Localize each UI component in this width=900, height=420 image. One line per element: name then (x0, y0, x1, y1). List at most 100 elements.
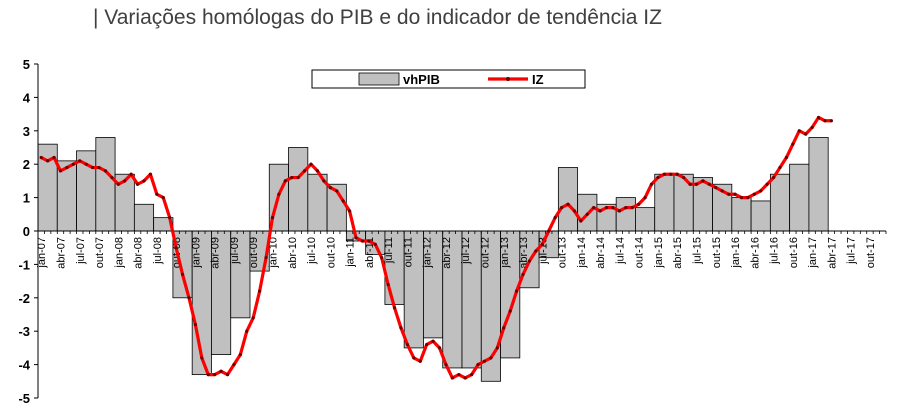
iz-point (148, 172, 153, 176)
iz-point (508, 309, 512, 313)
iz-point (810, 125, 814, 130)
iz-point (566, 202, 570, 206)
legend-box (311, 69, 586, 89)
iz-point (437, 346, 442, 350)
iz-point (688, 182, 692, 186)
iz-point (335, 189, 339, 193)
x-tick-label: jul-11 (383, 237, 395, 264)
x-tick-label: jul-07 (75, 237, 87, 265)
x-tick-label: out-07 (94, 237, 106, 268)
x-tick-label: jul-10 (306, 237, 318, 265)
y-tick-label: -3 (18, 324, 30, 339)
y-tick-label: -5 (18, 391, 30, 406)
legend-label-vhpib: vhPIB (403, 72, 440, 87)
iz-point (187, 296, 191, 300)
bar-2017Q1 (808, 137, 829, 232)
iz-point (168, 216, 172, 220)
iz-point (142, 179, 146, 183)
x-tick-label: abr-08 (133, 237, 145, 269)
iz-point (373, 242, 377, 246)
iz-point (360, 239, 365, 243)
iz-point (547, 229, 551, 233)
x-tick-label: jul-12 (460, 237, 472, 265)
iz-point (579, 219, 583, 223)
iz-point (746, 196, 750, 200)
iz-point (611, 206, 615, 210)
y-tick-label: 0 (23, 224, 30, 239)
iz-point (290, 175, 294, 180)
iz-point (135, 182, 140, 186)
x-tick-label: abr-14 (595, 237, 607, 269)
y-tick-label: 4 (23, 90, 31, 105)
iz-point (534, 249, 538, 253)
iz-point (399, 326, 403, 330)
iz-point (71, 162, 75, 166)
iz-point (707, 182, 711, 186)
y-tick-label: 2 (23, 157, 30, 172)
bar-2016Q1 (731, 197, 752, 232)
iz-point (592, 206, 596, 210)
bar-2016Q4 (789, 163, 810, 232)
iz-point (502, 326, 506, 330)
iz-point (97, 165, 101, 170)
iz-point (129, 172, 133, 176)
iz-point (540, 242, 544, 246)
iz-point (412, 356, 416, 360)
iz-point (213, 373, 217, 377)
iz-point (283, 179, 287, 183)
iz-point (771, 175, 776, 180)
iz-point (675, 172, 679, 176)
iz-point (450, 376, 454, 380)
legend-swatch-vhpib (358, 72, 400, 86)
iz-point (296, 175, 300, 180)
iz-point (193, 322, 197, 327)
x-tick-label: out-13 (557, 237, 569, 268)
x-tick-label: jan-16 (730, 237, 742, 269)
iz-point (264, 256, 268, 260)
iz-point (643, 196, 647, 200)
iz-point (617, 209, 621, 213)
iz-point (682, 175, 686, 180)
y-tick-label: -1 (18, 257, 30, 272)
iz-point (598, 209, 602, 213)
iz-point (739, 196, 744, 200)
iz-point (328, 185, 332, 190)
iz-point (463, 376, 467, 380)
iz-point (380, 256, 384, 260)
y-tick-label: 3 (23, 124, 30, 139)
x-tick-label: jul-13 (537, 237, 549, 265)
iz-point (816, 115, 821, 120)
iz-point (392, 306, 397, 310)
iz-point (778, 165, 782, 170)
bar-2013Q4 (557, 167, 579, 232)
iz-point (39, 155, 43, 160)
x-tick-label: jan-07 (36, 237, 48, 269)
iz-point (315, 169, 320, 173)
iz-point (431, 339, 435, 343)
iz-point (572, 209, 577, 213)
iz-point (219, 369, 223, 373)
iz-point (277, 192, 281, 196)
iz-point (116, 182, 120, 186)
x-tick-label: jul-14 (614, 237, 626, 265)
x-tick-label: abr-12 (441, 237, 453, 269)
bar-2014Q4 (635, 207, 656, 232)
x-tick-label: abr-15 (672, 237, 684, 269)
iz-point (322, 179, 326, 183)
iz-point (52, 155, 56, 160)
iz-point (662, 172, 666, 176)
iz-point (829, 119, 833, 123)
iz-point (727, 192, 731, 196)
iz-point (669, 172, 673, 176)
iz-point (232, 363, 236, 367)
x-tick-label: out-10 (325, 237, 337, 268)
iz-point (752, 192, 756, 196)
iz-point (823, 119, 827, 123)
iz-line (40, 115, 832, 380)
iz-point (309, 162, 313, 166)
x-tick-label: abr-13 (518, 237, 530, 269)
x-tick-label: jul-15 (691, 237, 703, 265)
iz-point (110, 175, 114, 180)
iz-point (791, 142, 795, 146)
legend-marker-iz (506, 77, 510, 81)
